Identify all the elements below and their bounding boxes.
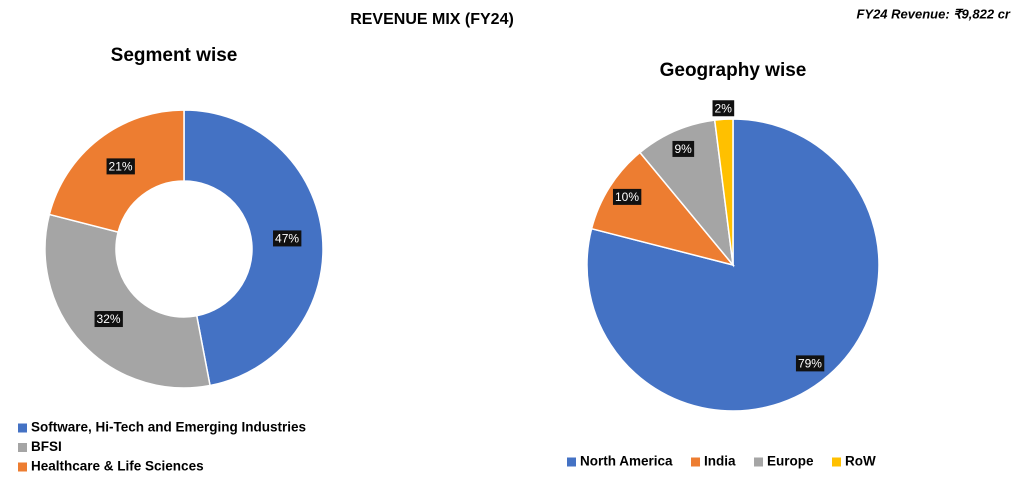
legend-swatch	[691, 457, 701, 467]
value-label: 32%	[97, 312, 121, 326]
value-label-bg	[94, 311, 123, 328]
value-label-bg	[672, 140, 695, 157]
slice	[183, 109, 324, 387]
legend-label: Europe	[767, 454, 814, 469]
slice	[638, 119, 735, 268]
legend-swatch	[18, 462, 27, 472]
chart-title: Geography wise	[660, 60, 807, 81]
chart-title: Segment wise	[111, 45, 238, 66]
value-label: 9%	[674, 142, 692, 156]
slice	[44, 213, 211, 389]
value-label-bg	[273, 230, 302, 247]
legend-label: North America	[580, 454, 673, 469]
value-label-bg	[612, 188, 642, 205]
legend-swatch	[567, 457, 576, 467]
value-label: 2%	[715, 101, 733, 115]
value-label-bg	[106, 158, 135, 175]
value-label-bg	[795, 355, 825, 372]
value-label-bg	[712, 100, 735, 117]
legend-swatch	[754, 457, 764, 467]
legend-swatch	[832, 457, 842, 467]
slice	[713, 118, 734, 266]
legend-swatch	[18, 443, 27, 452]
page-title: REVENUE MIX (FY24)	[350, 11, 514, 28]
legend-label: Healthcare & Life Sciences	[31, 459, 204, 474]
legend-label: India	[704, 454, 736, 469]
value-label: 47%	[275, 231, 299, 245]
legend-swatch	[18, 423, 27, 433]
value-label: 21%	[109, 159, 133, 173]
slice	[590, 151, 736, 267]
legend-label: BFSI	[31, 439, 62, 454]
value-label: 10%	[615, 190, 639, 204]
revenue-note: FY24 Revenue: ₹9,822 cr	[856, 6, 1010, 21]
value-label: 79%	[798, 356, 822, 370]
legend-label: Software, Hi-Tech and Emerging Industrie…	[31, 420, 306, 435]
legend-label: RoW	[845, 454, 876, 469]
